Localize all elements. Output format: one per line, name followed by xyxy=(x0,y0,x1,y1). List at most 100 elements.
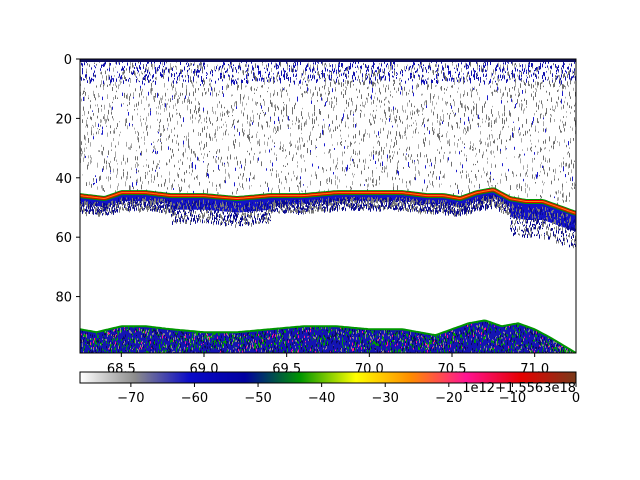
noise-speck xyxy=(260,95,261,98)
noise-speck xyxy=(143,118,144,120)
noise-speck xyxy=(233,140,234,146)
noise-speck xyxy=(96,63,97,66)
noise-speck xyxy=(203,189,204,194)
noise-speck xyxy=(162,95,163,100)
noise-speck xyxy=(357,164,358,169)
surface-speck xyxy=(194,69,195,73)
surface-speck xyxy=(401,79,402,82)
seabed-speck xyxy=(188,211,189,214)
surface-speck xyxy=(253,67,254,70)
noise-speck xyxy=(341,141,342,143)
seabed-speck xyxy=(174,221,175,223)
seabed-speck xyxy=(254,214,255,219)
noise-speck xyxy=(181,178,182,182)
noise-speck xyxy=(439,183,440,188)
noise-speck xyxy=(449,139,450,145)
noise-speck xyxy=(255,63,256,69)
noise-speck xyxy=(457,122,458,127)
surface-speck xyxy=(267,68,268,72)
noise-speck xyxy=(470,145,471,150)
noise-speck xyxy=(532,167,533,172)
noise-speck xyxy=(132,182,133,187)
seabed-blue xyxy=(181,197,182,210)
noise-speck xyxy=(395,107,396,110)
seabed-speck xyxy=(251,215,252,218)
noise-speck xyxy=(279,188,280,194)
noise-speck xyxy=(193,91,194,97)
noise-speck xyxy=(482,154,483,159)
noise-speck xyxy=(222,111,223,114)
noise-speck xyxy=(229,111,230,113)
noise-speck xyxy=(93,136,94,140)
noise-speck xyxy=(102,168,103,172)
seabed-speck xyxy=(162,198,163,201)
noise-speck xyxy=(89,79,90,84)
seabed-speck xyxy=(172,212,173,217)
surface-speck xyxy=(424,80,425,85)
noise-speck xyxy=(476,176,477,181)
noise-speck xyxy=(467,79,468,82)
noise-speck xyxy=(302,190,303,193)
seabed-speck xyxy=(264,204,265,208)
noise-speck xyxy=(260,184,261,187)
noise-speck xyxy=(456,66,457,71)
noise-speck xyxy=(329,177,330,183)
seabed-speck xyxy=(202,207,203,209)
seabed-blue xyxy=(106,200,107,207)
noise-speck xyxy=(225,130,226,136)
surface-speck xyxy=(520,78,521,81)
seabed-speck xyxy=(216,204,217,208)
noise-speck xyxy=(433,96,434,99)
surface-speck xyxy=(370,77,371,80)
noise-speck xyxy=(493,70,494,73)
noise-speck xyxy=(465,104,466,110)
noise-speck xyxy=(282,89,283,92)
seabed-speck xyxy=(195,221,196,224)
noise-speck xyxy=(434,131,435,134)
noise-speck xyxy=(343,83,344,87)
noise-speck xyxy=(115,190,116,192)
noise-speck xyxy=(98,150,99,152)
noise-speck xyxy=(159,128,160,132)
seabed-speck xyxy=(85,203,86,205)
seabed-speck xyxy=(217,213,218,218)
noise-speck xyxy=(430,99,431,103)
seabed-blue xyxy=(89,198,90,206)
seabed-speck xyxy=(263,218,264,222)
noise-speck xyxy=(541,196,542,199)
seabed-speck xyxy=(125,203,126,205)
noise-speck xyxy=(192,169,193,173)
noise-speck xyxy=(185,148,186,153)
surface-speck xyxy=(109,67,110,72)
noise-speck xyxy=(392,65,393,70)
seabed-blue xyxy=(116,196,117,204)
noise-speck xyxy=(141,184,142,190)
seabed-speck xyxy=(123,197,124,200)
noise-speck xyxy=(524,98,525,101)
seabed-blue xyxy=(169,197,170,204)
noise-speck xyxy=(290,140,291,145)
noise-speck xyxy=(520,173,521,177)
noise-speck xyxy=(479,117,480,120)
noise-speck xyxy=(256,77,257,81)
noise-speck xyxy=(239,182,240,186)
seabed-speck xyxy=(198,203,199,206)
seabed-speck xyxy=(233,202,234,206)
noise-speck xyxy=(270,169,271,172)
surface-speck xyxy=(436,80,437,84)
noise-speck xyxy=(263,192,264,195)
noise-speck xyxy=(335,175,336,179)
surface-speck xyxy=(422,79,423,83)
seabed-speck xyxy=(97,206,98,209)
surface-speck xyxy=(142,80,143,85)
noise-speck xyxy=(447,157,448,163)
seabed-speck xyxy=(235,218,236,223)
noise-speck xyxy=(319,136,320,138)
seabed-speck xyxy=(230,219,231,223)
noise-speck xyxy=(249,177,250,182)
noise-speck xyxy=(557,90,558,92)
seabed-speck xyxy=(206,201,207,204)
surface-speck xyxy=(547,65,548,68)
noise-speck xyxy=(83,157,84,162)
seabed-speck xyxy=(128,203,129,206)
